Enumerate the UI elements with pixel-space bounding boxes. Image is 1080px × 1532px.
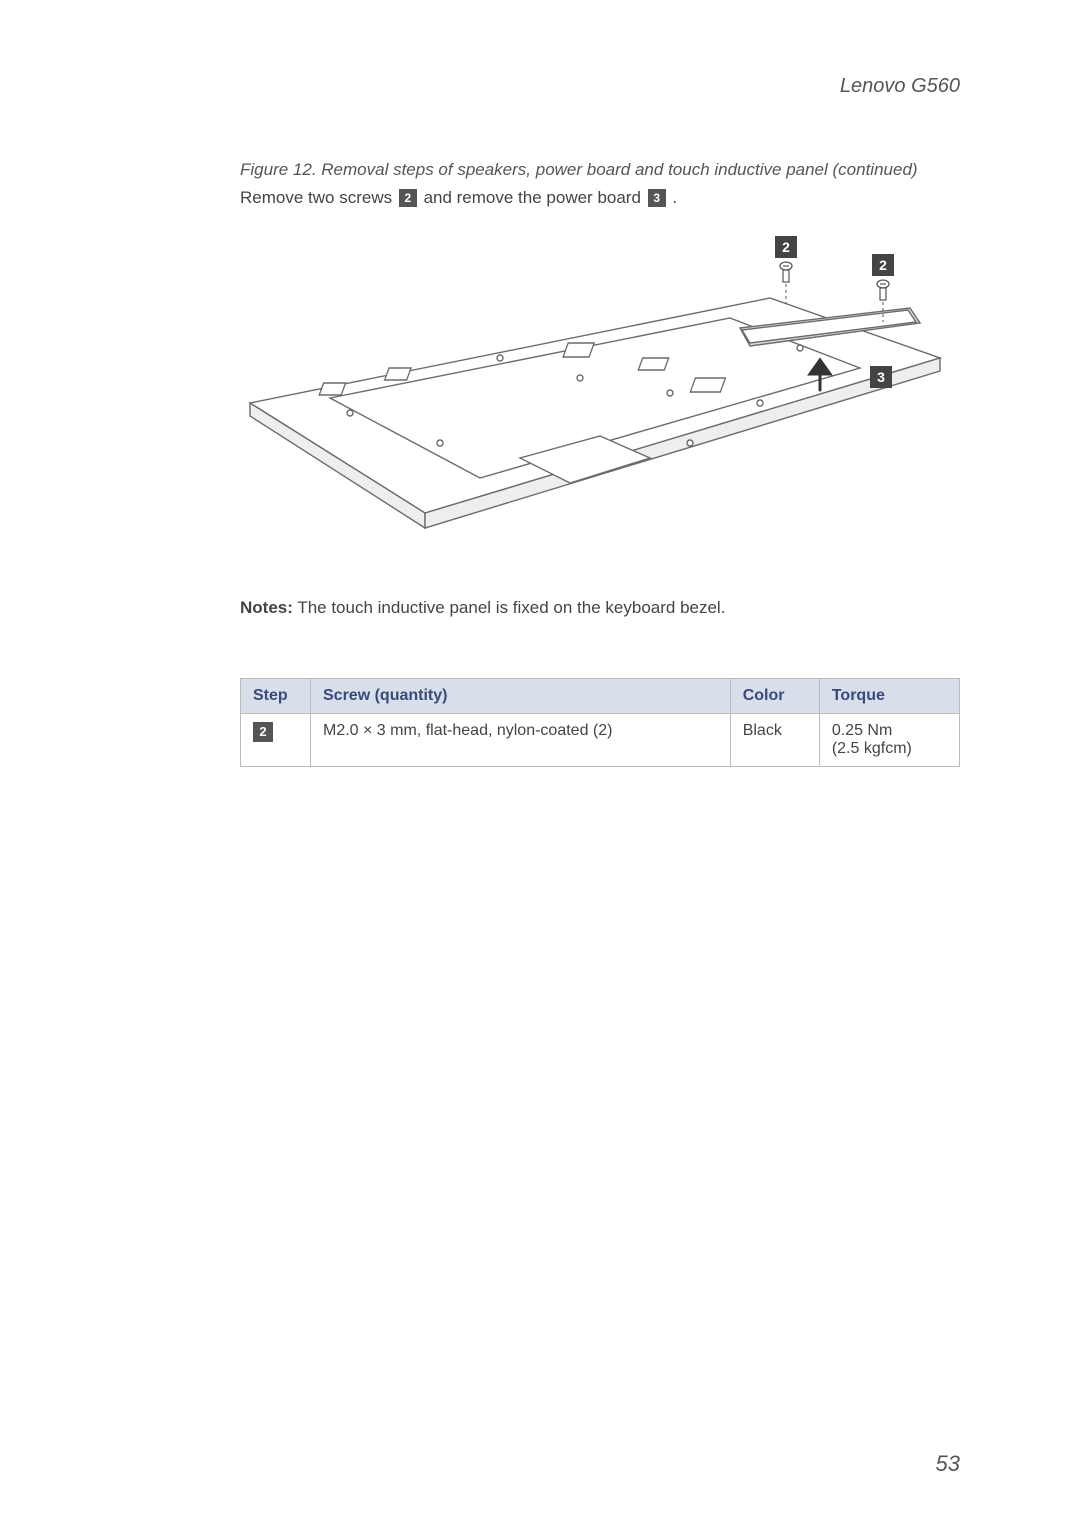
instruction-line: Remove two screws 2 and remove the power… [240, 188, 960, 208]
step-badge: 2 [253, 722, 273, 742]
badge-board-inline: 3 [648, 189, 666, 207]
cell-color: Black [730, 713, 819, 766]
table-row: 2 M2.0 × 3 mm, flat-head, nylon-coated (… [241, 713, 960, 766]
page-number: 53 [936, 1451, 960, 1477]
header-model: Lenovo G560 [240, 75, 960, 98]
callout-badge: 3 [870, 366, 892, 388]
torque-line2: (2.5 kgfcm) [832, 740, 947, 758]
chassis-svg [240, 228, 960, 568]
th-step: Step [241, 678, 311, 713]
callout-badge: 2 [775, 236, 797, 258]
cell-screw: M2.0 × 3 mm, flat-head, nylon-coated (2) [311, 713, 731, 766]
torque-line1: 0.25 Nm [832, 722, 947, 740]
instruction-prefix: Remove two screws [240, 188, 397, 207]
callout-badge: 2 [872, 254, 894, 276]
badge-screw-inline: 2 [399, 189, 417, 207]
arrow-up-icon [800, 354, 840, 394]
instruction-mid: and remove the power board [424, 188, 646, 207]
diagram: 2 2 3 [240, 228, 960, 568]
cell-torque: 0.25 Nm (2.5 kgfcm) [819, 713, 959, 766]
notes-line: Notes: The touch inductive panel is fixe… [240, 598, 960, 618]
notes-text: The touch inductive panel is fixed on th… [293, 598, 726, 617]
th-screw: Screw (quantity) [311, 678, 731, 713]
instruction-suffix: . [672, 188, 677, 207]
notes-label: Notes: [240, 598, 293, 617]
th-torque: Torque [819, 678, 959, 713]
screw-table: Step Screw (quantity) Color Torque 2 M2.… [240, 678, 960, 767]
th-color: Color [730, 678, 819, 713]
figure-caption: Figure 12. Removal steps of speakers, po… [240, 158, 960, 182]
screw-icon [778, 260, 794, 306]
page-container: Lenovo G560 Figure 12. Removal steps of … [0, 0, 1080, 807]
screw-icon [875, 278, 891, 324]
